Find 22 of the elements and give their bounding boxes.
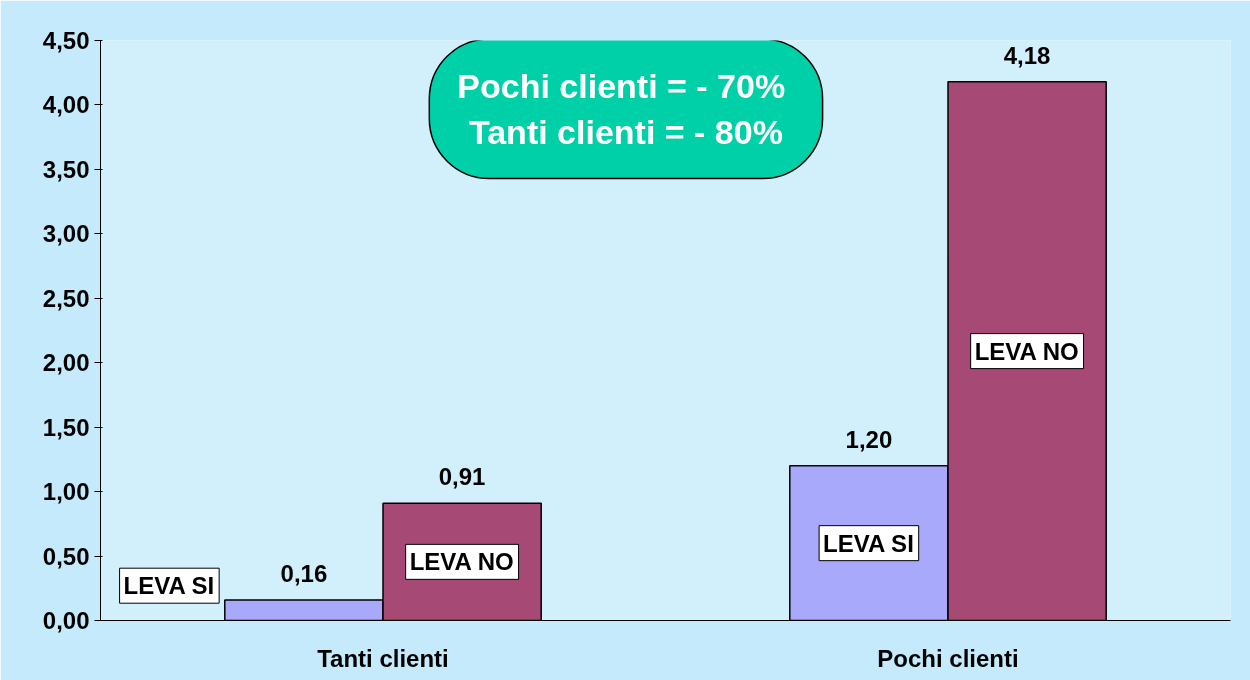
- data-label: 0,91: [438, 463, 486, 491]
- annotation: Tanti clienti = - 80%: [468, 112, 783, 151]
- y-tick-label: 4,50: [42, 27, 90, 54]
- y-tick-label: 1,50: [42, 413, 90, 441]
- x-tick-label: Pochi clienti: [877, 644, 1019, 672]
- y-tick-label: 3,50: [42, 155, 90, 183]
- data-label: 1,20: [845, 425, 893, 453]
- y-tick-label: 0,00: [42, 607, 90, 634]
- series-label: LEVA NO: [409, 548, 514, 576]
- annotation: Pochi clienti = - 70%: [457, 67, 786, 106]
- text: LEVA NO: [974, 337, 1079, 365]
- y-tick-label: 0,50: [42, 542, 90, 570]
- data-label: 4,18: [1003, 41, 1051, 69]
- data-label: 0,16: [280, 559, 328, 587]
- y-tick-label: 1,00: [42, 478, 90, 506]
- y-tick-label: 3,00: [42, 220, 90, 248]
- y-tick-label: 2,00: [42, 349, 90, 377]
- text: LEVA SI: [823, 529, 914, 557]
- y-tick-label: 2,50: [42, 284, 90, 312]
- y-tick-label: 4,00: [42, 91, 90, 119]
- series-label: LEVA SI: [123, 572, 215, 600]
- x-tick-label: Tanti clienti: [317, 644, 449, 672]
